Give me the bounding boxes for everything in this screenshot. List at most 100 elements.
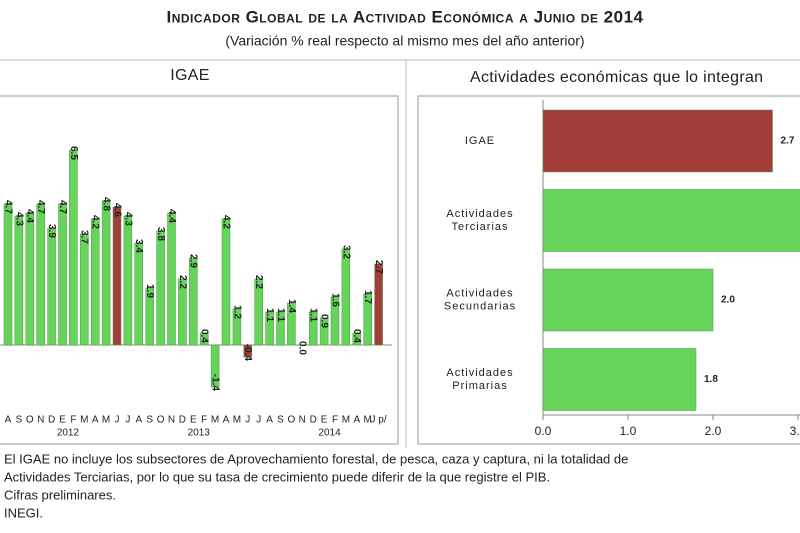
value-label: 4.7 <box>57 200 68 214</box>
year-label: 2014 <box>318 428 341 439</box>
x-tick-label: O <box>288 415 296 426</box>
value-label: 1.6 <box>329 293 340 307</box>
value-label: 2.9 <box>188 254 199 268</box>
value-label: 1.7 <box>362 290 373 304</box>
x-tick-label: 3.0 <box>790 424 800 438</box>
bar <box>243 344 253 358</box>
bar <box>58 203 67 346</box>
x-tick-label: D <box>48 415 55 426</box>
bar <box>156 230 165 346</box>
value-label: 4.3 <box>122 212 133 226</box>
bar <box>330 296 340 346</box>
x-tick-label: N <box>37 415 44 426</box>
value-label: 4.3 <box>13 212 24 226</box>
category-label: Terciarias <box>451 221 508 233</box>
x-tick-label: F <box>201 415 207 426</box>
bar <box>287 302 296 346</box>
value-label: 3.9 <box>46 224 57 238</box>
value-label: 0.0 <box>297 341 308 355</box>
x-tick-label: S <box>16 415 23 426</box>
value-label: 0.4 <box>351 329 362 343</box>
value-label: 4.7 <box>35 200 46 214</box>
category-label: Actividades <box>446 208 513 220</box>
bar <box>25 212 35 346</box>
bar <box>134 242 144 346</box>
value-label: -1.4 <box>209 374 220 392</box>
bar <box>298 344 307 346</box>
year-label: 2013 <box>188 428 211 439</box>
x-tick-label: D <box>310 415 317 426</box>
x-tick-label: A <box>266 415 273 426</box>
bar <box>101 200 111 346</box>
bar <box>276 311 285 346</box>
value-label: 4.8 <box>100 197 111 211</box>
panel-title: IGAE <box>170 67 209 84</box>
category-label: IGAE <box>465 135 495 147</box>
category-label: Primarias <box>452 380 507 392</box>
bar <box>352 332 362 346</box>
value-label: 0.4 <box>199 329 210 343</box>
x-tick-label: M <box>102 415 110 426</box>
x-tick-label: A <box>353 415 360 426</box>
bar <box>374 263 383 346</box>
value-label: 1.4 <box>286 299 297 313</box>
x-tick-label: A <box>5 415 12 426</box>
value-label: -0.4 <box>242 344 253 362</box>
x-tick-label: M <box>342 415 350 426</box>
bar <box>542 348 697 411</box>
x-tick-label: E <box>190 415 197 426</box>
value-label: 4.2 <box>220 215 231 229</box>
value-label: 4.2 <box>90 215 101 229</box>
bar <box>112 206 122 346</box>
value-label: 3.8 <box>155 227 166 241</box>
bar <box>341 248 351 346</box>
x-tick-label: M <box>80 415 88 426</box>
bar <box>3 203 13 346</box>
footnote: El IGAE no incluye los subsectores de Ap… <box>4 451 628 466</box>
x-tick-label: J <box>245 415 250 426</box>
bar <box>178 278 187 346</box>
bar <box>542 109 773 173</box>
bar <box>123 215 133 346</box>
bar <box>221 218 231 346</box>
x-tick-label: O <box>157 415 165 426</box>
x-tick-label: F <box>332 415 338 426</box>
x-tick-label: D <box>179 415 186 426</box>
x-tick-label: J <box>125 415 130 426</box>
x-tick-label: J <box>115 415 120 426</box>
category-label: Secundarias <box>444 300 516 312</box>
value-label: 1.1 <box>264 308 275 322</box>
bar <box>14 215 24 346</box>
value-label: 4.4 <box>166 209 177 223</box>
title: Indicador Global de la Actividad Económi… <box>166 7 643 26</box>
bar <box>145 287 154 346</box>
x-tick-label: A <box>92 415 99 426</box>
bar <box>90 218 100 346</box>
chart-frame <box>0 95 399 445</box>
x-tick-label: 0.0 <box>535 424 552 438</box>
bar <box>265 311 274 346</box>
value-label: 2.7 <box>781 136 795 147</box>
value-label: 3.7 <box>79 230 90 244</box>
x-tick-label: N <box>299 415 306 426</box>
bar <box>36 203 45 346</box>
value-label: 3.4 <box>133 239 144 253</box>
bar <box>542 189 800 252</box>
value-label: 2.2 <box>177 275 188 289</box>
bar <box>69 149 78 346</box>
bar <box>189 257 198 346</box>
x-tick-label: S <box>146 415 153 426</box>
x-tick-label: S <box>277 415 284 426</box>
value-label: 4.6 <box>111 203 122 217</box>
bar <box>210 344 220 388</box>
bar <box>47 227 56 346</box>
value-label: 4.7 <box>2 200 13 214</box>
value-label: 0.9 <box>318 314 329 328</box>
value-label: 1.9 <box>144 284 155 298</box>
bar <box>363 293 372 346</box>
bar <box>232 308 242 346</box>
panel-title: Actividades económicas que lo integran <box>470 69 763 86</box>
x-tick-label: M <box>364 415 372 426</box>
value-label: 1.8 <box>704 374 718 385</box>
